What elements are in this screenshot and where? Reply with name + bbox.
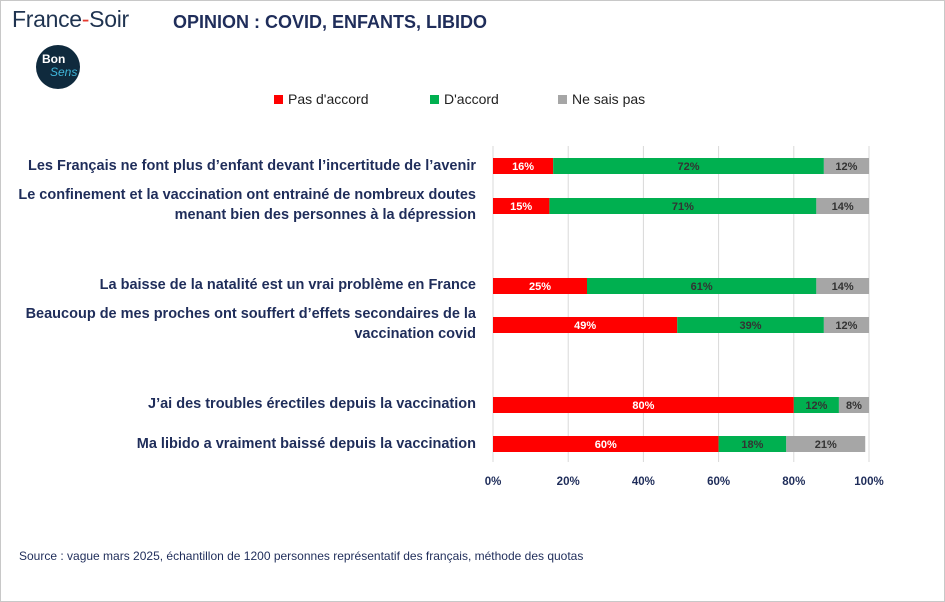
bar-segment: [816, 278, 869, 294]
bar-segment: [823, 317, 869, 333]
category-label-line: Beaucoup de mes proches ont souffert d’e…: [25, 306, 476, 322]
data-label: 71%: [672, 201, 694, 213]
data-label: 14%: [832, 281, 854, 293]
data-label: 18%: [741, 439, 763, 451]
category-label-line: Ma libido a vraiment baissé depuis la va…: [136, 436, 476, 452]
data-label: 15%: [510, 201, 532, 213]
legend-daccord: D'accord: [430, 91, 499, 107]
bar-segment: [553, 158, 824, 174]
source-note: Source : vague mars 2025, échantillon de…: [19, 549, 584, 563]
category-label-line: Le confinement et la vaccination ont ent…: [18, 187, 476, 203]
data-label: 12%: [805, 400, 827, 412]
x-tick-label: 100%: [854, 476, 883, 488]
category-label: J’ai des troubles érectiles depuis la va…: [148, 394, 476, 414]
category-label-line: J’ai des troubles érectiles depuis la va…: [148, 396, 476, 412]
data-label: 12%: [835, 161, 857, 173]
legend-swatch-green: [430, 94, 439, 104]
bar-segment: [823, 158, 869, 174]
category-label: Les Français ne font plus d’enfant devan…: [28, 156, 476, 176]
legend-pas-daccord: Pas d'accord: [274, 91, 369, 107]
bar-segment: [493, 436, 719, 452]
bar-segment: [786, 436, 866, 452]
category-label: Beaucoup de mes proches ont souffert d’e…: [26, 304, 476, 344]
x-tick-label: 0%: [485, 476, 502, 488]
category-label: La baisse de la natalité est un vrai pro…: [100, 275, 476, 295]
data-label: 49%: [574, 320, 596, 332]
bar-segment: [493, 397, 794, 413]
bar-segment: [493, 198, 550, 214]
bar-segment: [816, 198, 869, 214]
bar-segment: [493, 278, 587, 294]
bar-segment: [677, 317, 824, 333]
bar-segment: [587, 278, 817, 294]
data-label: 21%: [815, 439, 837, 451]
x-tick-label: 20%: [557, 476, 580, 488]
data-label: 80%: [632, 400, 654, 412]
bar-segment: [493, 158, 554, 174]
category-label-line: La baisse de la natalité est un vrai pro…: [99, 277, 476, 293]
data-label: 14%: [832, 201, 854, 213]
x-tick-label: 40%: [632, 476, 655, 488]
bar-segment: [793, 397, 839, 413]
category-label-line: vaccination covid: [354, 326, 476, 342]
data-label: 72%: [678, 161, 700, 173]
legend-label: Pas d'accord: [288, 91, 369, 107]
x-tick-label: 60%: [707, 476, 730, 488]
legend-label: Ne sais pas: [572, 91, 646, 107]
data-label: 60%: [595, 439, 617, 451]
category-label-line: Les Français ne font plus d’enfant devan…: [28, 158, 476, 174]
legend-ne-sais-pas: Ne sais pas: [558, 91, 645, 107]
category-label: Ma libido a vraiment baissé depuis la va…: [137, 434, 476, 454]
category-label: Le confinement et la vaccination ont ent…: [18, 185, 476, 225]
data-label: 25%: [529, 281, 551, 293]
data-label: 39%: [740, 320, 762, 332]
legend-swatch-grey: [558, 94, 567, 104]
chart-title: OPINION : COVID, ENFANTS, LIBIDO: [173, 12, 488, 32]
bar-segment: [838, 397, 869, 413]
data-label: 12%: [835, 320, 857, 332]
category-label-line: menant bien des personnes à la dépressio…: [174, 207, 476, 223]
bar-segment: [549, 198, 817, 214]
bar-segment: [718, 436, 787, 452]
brand-logo: France-Soir: [12, 6, 129, 32]
x-tick-label: 80%: [782, 476, 805, 488]
bon-sens-logo: Bon Sens: [36, 45, 80, 89]
legend-swatch-red: [274, 94, 283, 104]
data-label: 16%: [512, 161, 534, 173]
data-label: 8%: [846, 400, 862, 412]
data-label: 61%: [691, 281, 713, 293]
bar-segment: [493, 317, 678, 333]
legend-label: D'accord: [444, 91, 499, 107]
